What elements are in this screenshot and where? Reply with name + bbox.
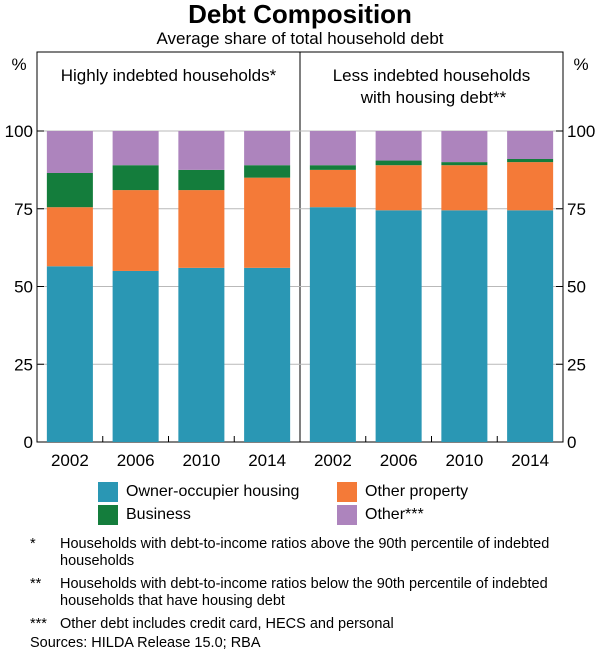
legend-item-other: Other*** xyxy=(337,505,424,525)
legend-item-business: Business xyxy=(98,505,191,525)
legend-swatch-business xyxy=(98,505,118,525)
x-tick-label: 2010 xyxy=(182,451,220,470)
bar-other xyxy=(507,131,554,159)
legend-label-business: Business xyxy=(126,506,191,523)
bar-owner xyxy=(178,267,225,442)
y-tick-label: 50 xyxy=(14,278,33,297)
bar-other xyxy=(46,131,93,173)
bar-business xyxy=(244,165,291,178)
bar-other xyxy=(375,131,422,161)
y-tick-label: 50 xyxy=(567,278,586,297)
y-tick-label: 25 xyxy=(14,355,33,374)
y-tick-label: 25 xyxy=(567,355,586,374)
bar-other xyxy=(244,131,291,166)
bar-owner xyxy=(507,210,554,442)
bar-owner xyxy=(112,270,159,442)
chart-subtitle: Average share of total household debt xyxy=(156,29,444,48)
x-tick-label: 2006 xyxy=(380,451,418,470)
x-tick-label: 2010 xyxy=(445,451,483,470)
footnote-mark: ** xyxy=(30,576,42,592)
legend-item-property: Other property xyxy=(337,482,468,502)
legend-swatch-property xyxy=(337,482,357,502)
legend-swatch-other xyxy=(337,505,357,525)
x-tick-label: 2002 xyxy=(51,451,89,470)
bar-other xyxy=(441,131,488,163)
bar-property xyxy=(244,177,291,268)
x-tick-label: 2014 xyxy=(248,451,286,470)
y-tick-label: 75 xyxy=(14,200,33,219)
legend-item-owner: Owner-occupier housing xyxy=(98,482,299,502)
footnote-text: Households with debt-to-income ratios be… xyxy=(60,576,548,609)
y-tick-label: 0 xyxy=(567,433,576,452)
bar-owner xyxy=(309,207,356,442)
x-tick-label: 2002 xyxy=(314,451,352,470)
footnote: *** Other debt includes credit card, HEC… xyxy=(30,616,590,633)
bar-owner xyxy=(244,267,291,442)
footnote-text: Households with debt-to-income ratios ab… xyxy=(60,536,550,569)
bar-property xyxy=(309,169,356,208)
bar-property xyxy=(178,190,225,268)
footnote: * Households with debt-to-income ratios … xyxy=(30,536,590,570)
bar-business xyxy=(46,172,93,208)
panel-title: Highly indebted households* xyxy=(61,66,277,85)
legend-label-owner: Owner-occupier housing xyxy=(126,483,300,500)
panel-title-line: Less indebted households xyxy=(333,66,531,85)
bar-business xyxy=(178,169,225,191)
y-tick-label: 0 xyxy=(24,433,33,452)
footnotes: * Households with debt-to-income ratios … xyxy=(30,536,590,639)
x-tick-label: 2014 xyxy=(511,451,549,470)
y-unit-right: % xyxy=(573,55,588,74)
bar-property xyxy=(507,162,554,211)
stacked-bar-chart: % % 0 0 25 25 50 50 75 75 100 100 Highly indebted ho… xyxy=(5,51,595,470)
x-tick-label: 2006 xyxy=(117,451,155,470)
bar-business xyxy=(112,165,159,191)
bar-business xyxy=(375,160,422,166)
bar-other xyxy=(309,131,356,166)
bar-business xyxy=(309,165,356,170)
footnote-text: Other debt includes credit card, HECS an… xyxy=(60,616,394,632)
footnote-mark: * xyxy=(30,536,36,552)
y-tick-label: 100 xyxy=(5,122,33,141)
legend-label-other: Other*** xyxy=(365,506,424,523)
legend: Owner-occupier housing Other property Bu… xyxy=(0,482,600,530)
bar-other xyxy=(112,131,159,166)
bar-other xyxy=(178,131,225,170)
y-tick-label: 75 xyxy=(567,200,586,219)
y-tick-label: 100 xyxy=(567,122,595,141)
bar-owner xyxy=(375,210,422,442)
sources-note: Sources: HILDA Release 15.0; RBA xyxy=(30,635,261,651)
legend-label-property: Other property xyxy=(365,483,469,500)
bar-property xyxy=(46,207,93,267)
legend-swatch-owner xyxy=(98,482,118,502)
panel-title-line: with housing debt** xyxy=(360,88,507,107)
y-unit-left: % xyxy=(11,55,26,74)
chart-title: Debt Composition xyxy=(188,0,412,29)
footnote-mark: *** xyxy=(30,616,47,632)
bar-owner xyxy=(46,266,93,442)
bar-property xyxy=(375,165,422,211)
bar-owner xyxy=(441,210,488,442)
bar-property xyxy=(112,190,159,271)
bar-property xyxy=(441,165,488,211)
bar-business xyxy=(441,162,488,166)
footnote: ** Households with debt-to-income ratios… xyxy=(30,576,590,610)
bar-business xyxy=(507,158,554,163)
